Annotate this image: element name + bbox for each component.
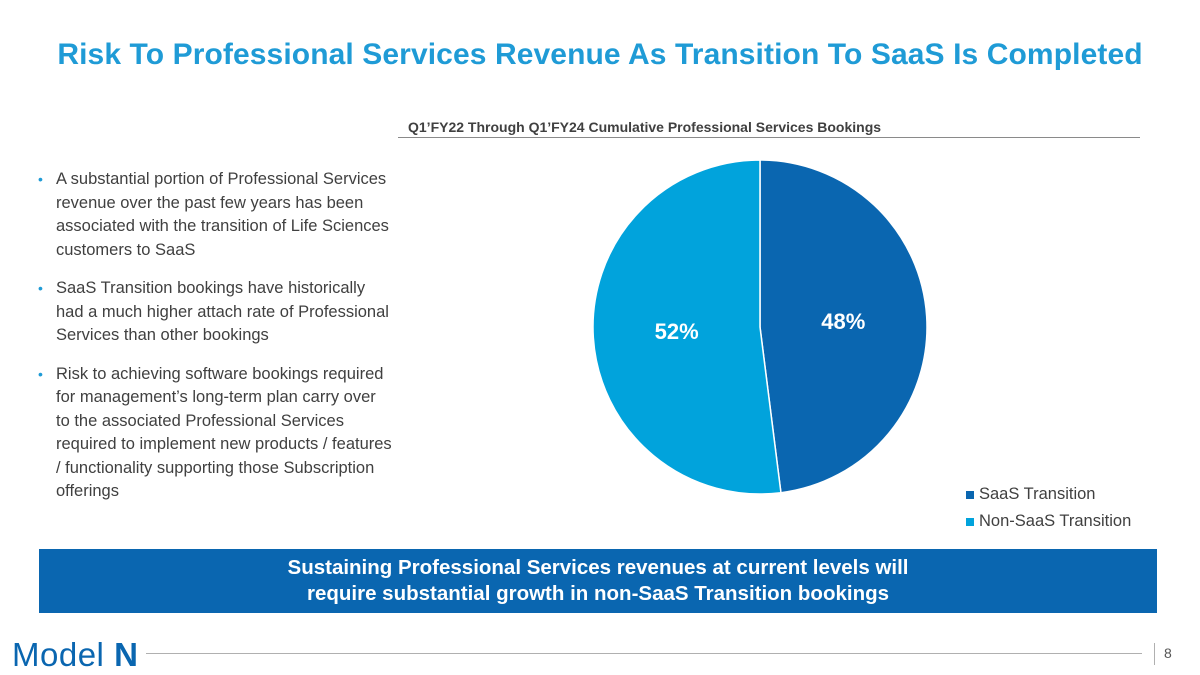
banner-line-2: require substantial growth in non-SaaS T… [306, 582, 890, 605]
logo-word: Model [12, 636, 105, 673]
chart-title: Q1’FY22 Through Q1’FY24 Cumulative Profe… [398, 119, 1140, 138]
bullet-icon: • [38, 171, 43, 187]
legend-item-non-saas: Non-SaaS Transition [966, 508, 1131, 535]
bullet-icon: • [38, 280, 43, 296]
pie-slice-saas [759, 159, 928, 494]
bullet-list: • A substantial portion of Professional S… [34, 168, 394, 519]
page-number-separator [1154, 643, 1155, 665]
footer-divider [146, 653, 1142, 654]
bullet-text: SaaS Transition bookings have historical… [56, 279, 389, 344]
logo-letter: N [114, 636, 139, 673]
pie-label-saas: 48% [821, 309, 865, 334]
bullet-item: • A substantial portion of Professional S… [34, 168, 394, 262]
bullet-text: Risk to achieving software bookings requ… [56, 364, 392, 501]
legend-swatch-saas [966, 490, 974, 499]
page-number: 8 [1164, 645, 1172, 661]
bullet-icon: • [38, 365, 43, 382]
pie-chart: 48% 52% [592, 159, 928, 495]
bullet-item: • Risk to achieving software bookings req… [34, 363, 394, 504]
legend-item-saas: SaaS Transition [966, 481, 1131, 508]
legend-label-saas: SaaS Transition [979, 485, 1096, 503]
legend-label-non-saas: Non-SaaS Transition [979, 512, 1132, 530]
banner-line-1: Sustaining Professional Services revenue… [287, 556, 909, 579]
bullet-text: A substantial portion of Professional Se… [56, 170, 389, 259]
legend-swatch-non-saas [966, 517, 974, 526]
conclusion-banner: Sustaining Professional Services revenue… [39, 549, 1157, 613]
bullet-item: • SaaS Transition bookings have historica… [34, 277, 394, 348]
company-logo: Model N [12, 636, 138, 674]
chart-legend: SaaS Transition Non-SaaS Transition [966, 481, 1131, 535]
pie-slice-non-saas [592, 159, 782, 495]
page-title: Risk To Professional Services Revenue As… [57, 38, 1143, 71]
pie-label-non-saas: 52% [655, 319, 699, 344]
